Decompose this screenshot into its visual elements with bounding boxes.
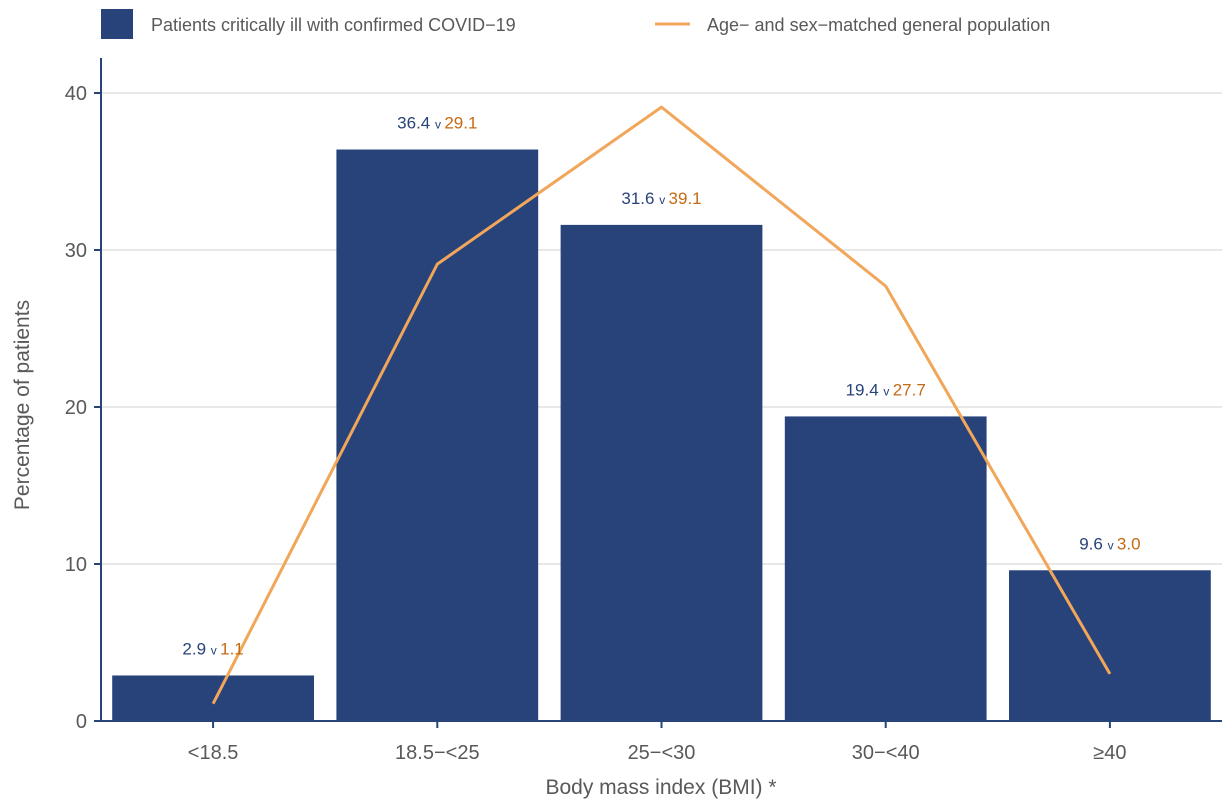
bar-3 [784, 416, 987, 721]
data-label-line-value: 3.0 [1117, 534, 1141, 553]
legend-label-general-population: Age− and sex−matched general population [707, 15, 1050, 35]
data-label-line-value: 27.7 [893, 380, 926, 399]
data-label-0: 2.9 v 1.1 [182, 639, 243, 658]
data-label-bar-value: 36.4 [397, 114, 435, 133]
y-tick-label-10: 10 [65, 554, 87, 576]
general-population-line [211, 105, 1112, 705]
bar-0 [112, 675, 314, 721]
x-tick-label-3: 30−<40 [852, 742, 920, 764]
y-tick-label-0: 0 [76, 711, 87, 733]
data-label-line-value: 29.1 [444, 114, 477, 133]
data-label-4: 9.6 v 3.0 [1079, 534, 1140, 553]
y-axis-title: Percentage of patients [11, 300, 34, 510]
legend: Patients critically ill with confirmed C… [101, 9, 1050, 39]
data-label-1: 36.4 v 29.1 [397, 114, 477, 133]
data-label-separator: v [1108, 538, 1117, 552]
y-tick-label-40: 40 [65, 83, 87, 105]
x-tick-label-2: 25−<30 [628, 742, 696, 764]
data-label-bar-value: 31.6 [621, 189, 659, 208]
data-label-bar-value: 9.6 [1079, 534, 1107, 553]
data-labels: 2.9 v 1.1 36.4 v 29.1 31.6 v 39.1 19.4 v 27… [182, 114, 1140, 659]
x-axis-title: Body mass index (BMI) * [545, 776, 776, 799]
data-label-separator: v [435, 118, 444, 132]
data-label-separator: v [659, 193, 668, 207]
data-label-line-value: 39.1 [669, 189, 702, 208]
x-tick-label-0: <18.5 [188, 742, 239, 764]
x-tick-labels: <18.5 18.5−<25 25−<30 30−<40 ≥40 [188, 742, 1127, 764]
bars [112, 149, 1211, 721]
data-label-separator: v [883, 384, 892, 398]
legend-label-patients: Patients critically ill with confirmed C… [151, 15, 516, 35]
bar-4 [1009, 570, 1211, 721]
data-label-3: 19.4 v 27.7 [846, 380, 926, 399]
legend-swatch-patients [101, 9, 133, 39]
x-tick-label-1: 18.5−<25 [395, 742, 480, 764]
data-label-bar-value: 19.4 [846, 380, 884, 399]
y-tick-labels: 0 10 20 30 40 [65, 83, 87, 733]
y-tick-label-20: 20 [65, 397, 87, 419]
data-label-bar-value: 2.9 [182, 639, 210, 658]
data-label-separator: v [211, 643, 220, 657]
data-label-line-value: 1.1 [220, 639, 244, 658]
y-tick-label-30: 30 [65, 240, 87, 262]
data-label-2: 31.6 v 39.1 [621, 189, 701, 208]
x-tick-label-4: ≥40 [1093, 742, 1126, 764]
axes [94, 58, 1222, 728]
bar-2 [560, 224, 763, 721]
bar-1 [336, 149, 539, 721]
